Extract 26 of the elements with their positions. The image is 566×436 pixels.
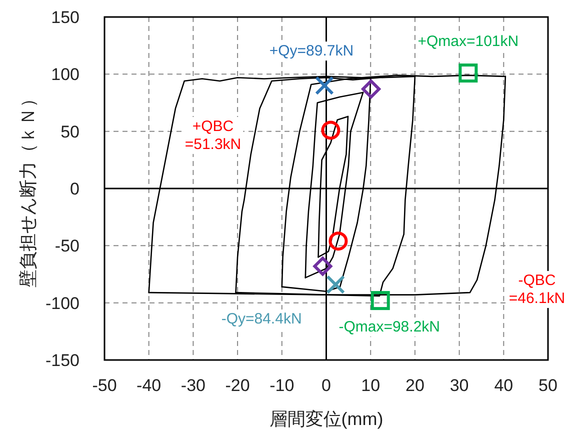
x-tick-label: -50 — [92, 376, 117, 395]
annotation: -QBC =46.1kN — [508, 272, 566, 307]
x-tick-label: 40 — [494, 376, 514, 395]
y-tick-label: 100 — [51, 65, 80, 84]
x-tick-label: -10 — [270, 376, 294, 395]
y-axis-title: 壁負担せん断力（ｋＮ） — [18, 90, 38, 288]
x-tick-label: 0 — [322, 376, 331, 395]
y-tick-label: -150 — [45, 351, 80, 370]
y-tick-label: -100 — [45, 294, 80, 313]
x-tick-label: -40 — [136, 376, 162, 395]
annotation: -Qmax=98.2kN — [338, 318, 440, 336]
annotation: +QBC =51.3kN — [184, 118, 242, 153]
y-tick-label: 150 — [51, 8, 80, 27]
x-tick-label: 30 — [450, 376, 469, 395]
y-tick-label: -50 — [54, 236, 80, 256]
y-tick-label: 50 — [60, 122, 80, 142]
x-axis-title: 層間変位(mm) — [269, 409, 384, 429]
annotation: +Qmax=101kN — [418, 32, 519, 50]
x-tick-label: 10 — [361, 376, 380, 395]
x-tick-label: 50 — [538, 376, 558, 395]
annotation: -Qy=84.4kN — [221, 310, 302, 328]
x-tick-label: -30 — [180, 376, 206, 395]
annotation: +Qy=89.7kN — [269, 42, 354, 60]
x-tick-label: 20 — [405, 376, 424, 395]
y-tick-label: 0 — [70, 180, 80, 198]
x-tick-label: -20 — [225, 376, 250, 395]
